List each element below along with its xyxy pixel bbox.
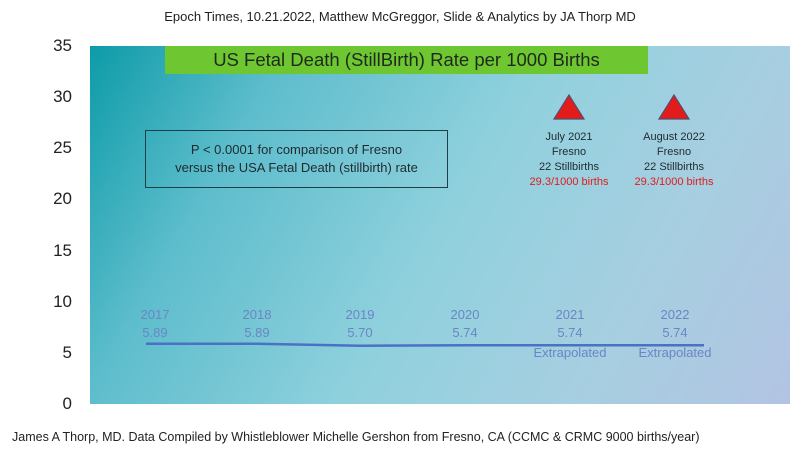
p-value-line-2: versus the USA Fetal Death (stillbirth) … <box>175 160 418 175</box>
y-tick-label: 20 <box>53 189 72 209</box>
y-tick-label: 0 <box>62 394 72 413</box>
data-label: 5.70 <box>347 325 373 340</box>
y-tick-label: 5 <box>62 342 72 362</box>
data-label: 5.74 <box>452 325 478 340</box>
data-label: 5.89 <box>142 325 168 340</box>
data-label: 5.74 <box>662 325 688 340</box>
data-label: 5.89 <box>244 325 270 340</box>
marker-label-line1: July 2021 <box>545 131 593 143</box>
x-tick-label: 2021 <box>555 307 585 322</box>
y-tick-label: 30 <box>53 87 72 107</box>
marker-label-line1: August 2022 <box>643 131 705 143</box>
extrapolated-note: Extrapolated <box>533 345 607 360</box>
y-tick-label: 25 <box>53 138 72 158</box>
marker-label-line2: Fresno <box>551 146 587 158</box>
data-label: 5.74 <box>557 325 583 340</box>
marker-label-line4: 29.3/1000 births <box>529 176 609 188</box>
x-tick-label: 2022 <box>660 307 690 322</box>
stillbirth-marker <box>552 93 586 120</box>
marker-label-line4: 29.3/1000 births <box>634 176 714 188</box>
header-credit: Epoch Times, 10.21.2022, Matthew McGregg… <box>164 9 636 24</box>
footer-credit: James A Thorp, MD. Data Compiled by Whis… <box>12 430 700 444</box>
x-tick-label: 2019 <box>345 307 375 322</box>
marker-label: July 2021 Fresno 22 Stillbirths 29.3/1000 b… <box>509 130 629 190</box>
marker-label-line3: 22 Stillbirths <box>539 161 599 173</box>
series-line <box>146 342 704 347</box>
marker-label-line2: Fresno <box>656 146 692 158</box>
stillbirth-marker <box>657 93 691 120</box>
marker-label-line3: 22 Stillbirths <box>644 161 704 173</box>
extrapolated-note: Extrapolated <box>638 345 712 360</box>
x-tick-label: 2017 <box>140 307 170 322</box>
y-tick-label: 35 <box>53 36 72 55</box>
x-tick-label: 2020 <box>450 307 480 322</box>
chart-title: US Fetal Death (StillBirth) Rate per 100… <box>165 46 648 74</box>
p-value-box: P < 0.0001 for comparison of Fresno vers… <box>145 130 448 188</box>
y-tick-label: 10 <box>53 291 72 311</box>
y-tick-label: 15 <box>53 240 72 260</box>
x-tick-label: 2018 <box>242 307 272 322</box>
marker-label: August 2022 Fresno 22 Stillbirths 29.3/1000… <box>614 130 734 190</box>
p-value-line-1: P < 0.0001 for comparison of Fresno <box>190 142 403 157</box>
